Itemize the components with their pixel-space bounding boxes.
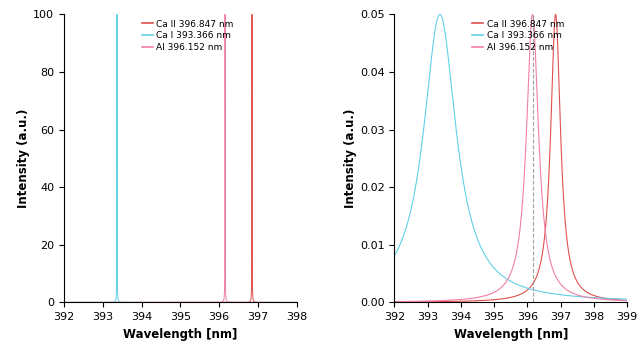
Legend: Ca II 396.847 nm, Ca I 393.366 nm, Al 396.152 nm: Ca II 396.847 nm, Ca I 393.366 nm, Al 39… (138, 16, 237, 56)
X-axis label: Wavelength [nm]: Wavelength [nm] (454, 328, 568, 341)
Legend: Ca II 396.847 nm, Ca I 393.366 nm, Al 396.152 nm: Ca II 396.847 nm, Ca I 393.366 nm, Al 39… (469, 16, 568, 56)
Y-axis label: Intensity (a.u.): Intensity (a.u.) (344, 109, 357, 208)
X-axis label: Wavelength [nm]: Wavelength [nm] (123, 328, 237, 341)
Y-axis label: Intensity (a.u.): Intensity (a.u.) (17, 109, 31, 208)
